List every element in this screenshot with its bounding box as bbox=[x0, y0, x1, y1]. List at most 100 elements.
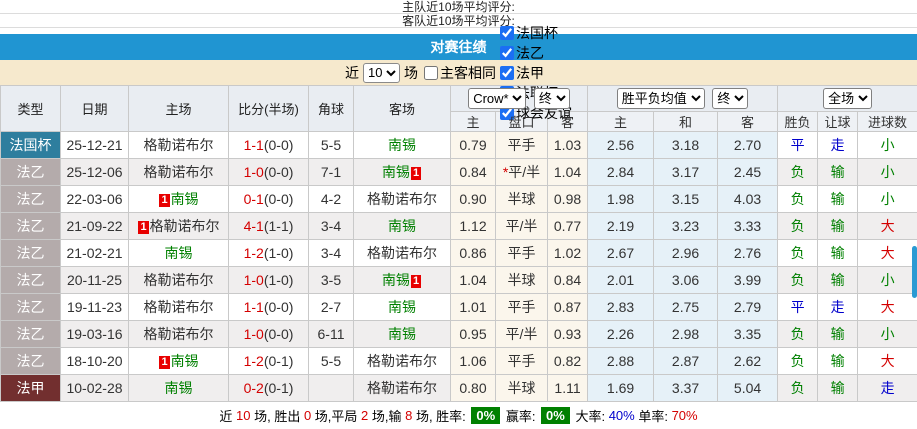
avg-away-cell: 2.76 bbox=[718, 240, 778, 267]
handicap-cell: *平/半 bbox=[496, 159, 548, 186]
table-row: 法国杯 25-12-21 格勒诺布尔 1-1(0-0) 5-5 南锡 0.79 … bbox=[1, 132, 917, 159]
avg-home-cell: 2.56 bbox=[588, 132, 654, 159]
league-cell: 法乙 bbox=[1, 186, 61, 213]
goals-result-cell: 大 bbox=[858, 213, 917, 240]
score-cell: 1-0(1-0) bbox=[229, 267, 309, 294]
home-team-name: 格勒诺布尔 bbox=[144, 137, 214, 153]
score-cell: 1-0(0-0) bbox=[229, 159, 309, 186]
home-team-cell: 格勒诺布尔 bbox=[129, 321, 229, 348]
date-cell: 19-11-23 bbox=[61, 294, 129, 321]
halftime-score: (0-0) bbox=[264, 137, 294, 153]
league-filter-option[interactable]: 法国杯 bbox=[500, 23, 572, 43]
odds-home-cell: 1.06 bbox=[451, 348, 496, 375]
home-rating-row: 主队近10场平均评分: bbox=[0, 0, 917, 14]
handicap-cell: 平手 bbox=[496, 348, 548, 375]
same-venue-option[interactable]: 主客相同 bbox=[424, 63, 496, 83]
halftime-score: (0-0) bbox=[264, 326, 294, 342]
odds-home-cell: 0.79 bbox=[451, 132, 496, 159]
league-checkbox[interactable] bbox=[500, 66, 514, 80]
odds-away-cell: 0.93 bbox=[548, 321, 588, 348]
handicap-cell: 平/半 bbox=[496, 321, 548, 348]
result-cell: 负 bbox=[778, 159, 818, 186]
over-rate-value: 40% bbox=[609, 408, 635, 423]
odds-home-cell: 0.80 bbox=[451, 375, 496, 402]
handicap-result-cell: 走 bbox=[818, 132, 858, 159]
halftime-score: (1-0) bbox=[264, 272, 294, 288]
home-team-cell: 格勒诺布尔 bbox=[129, 132, 229, 159]
league-cell: 法乙 bbox=[1, 321, 61, 348]
matches-label: 场 bbox=[404, 63, 418, 83]
goals-result-cell: 小 bbox=[858, 132, 917, 159]
halftime-score: (0-1) bbox=[264, 380, 294, 396]
fullmatch-select[interactable]: 全场 bbox=[823, 88, 872, 109]
goals-result-cell: 小 bbox=[858, 159, 917, 186]
result-cell: 负 bbox=[778, 348, 818, 375]
corners-cell: 4-2 bbox=[309, 186, 354, 213]
fulltime-score: 1-2 bbox=[244, 353, 264, 369]
scrollbar-thumb[interactable] bbox=[912, 246, 917, 298]
away-team-name: 南锡 bbox=[388, 299, 416, 315]
avg-draw-cell: 2.75 bbox=[654, 294, 718, 321]
avg-home-cell: 2.01 bbox=[588, 267, 654, 294]
league-filter-option[interactable]: 法乙 bbox=[500, 43, 572, 63]
odds-stage-select[interactable]: 终 bbox=[534, 88, 570, 109]
col-header-date: 日期 bbox=[61, 86, 129, 132]
score-cell: 1-0(0-0) bbox=[229, 321, 309, 348]
handicap-result-cell: 输 bbox=[818, 375, 858, 402]
halftime-score: (1-0) bbox=[264, 245, 294, 261]
handicap-value: 半球 bbox=[508, 272, 536, 288]
handicap-result-cell: 输 bbox=[818, 213, 858, 240]
sub-header-odds-home: 主 bbox=[451, 112, 496, 132]
league-filter-option[interactable]: 法甲 bbox=[500, 63, 572, 83]
table-row: 法乙 19-11-23 格勒诺布尔 1-1(0-0) 2-7 南锡 1.01 平… bbox=[1, 294, 917, 321]
avg-home-cell: 2.26 bbox=[588, 321, 654, 348]
home-red-badge: 1 bbox=[159, 356, 169, 369]
date-cell: 18-10-20 bbox=[61, 348, 129, 375]
avg-draw-cell: 2.96 bbox=[654, 240, 718, 267]
same-venue-checkbox[interactable] bbox=[424, 66, 438, 80]
sub-header-avg-away: 客 bbox=[718, 112, 778, 132]
handicap-value: 平手 bbox=[508, 245, 536, 261]
home-team-name: 南锡 bbox=[165, 245, 193, 261]
away-team-name: 南锡 bbox=[388, 326, 416, 342]
match-count-select[interactable]: 10 bbox=[363, 63, 400, 83]
corners-cell: 3-5 bbox=[309, 267, 354, 294]
win-rate-badge: 0% bbox=[471, 407, 500, 424]
profit-rate-badge: 0% bbox=[541, 407, 570, 424]
away-team-name: 南锡 bbox=[382, 272, 410, 288]
league-cell: 法甲 bbox=[1, 375, 61, 402]
summary-wins: 0 bbox=[304, 408, 311, 423]
summary-bar: 近 10 场, 胜出 0 场,平局 2 场,输 8 场, 胜率: 0% 赢率: … bbox=[0, 402, 917, 429]
odds-home-cell: 1.04 bbox=[451, 267, 496, 294]
fulltime-score: 0-1 bbox=[244, 191, 264, 207]
halftime-score: (0-0) bbox=[264, 299, 294, 315]
goals-result-cell: 大 bbox=[858, 240, 917, 267]
handicap-cell: 平/半 bbox=[496, 213, 548, 240]
league-checkbox[interactable] bbox=[500, 26, 514, 40]
avg-draw-cell: 2.87 bbox=[654, 348, 718, 375]
league-checkbox-label: 法国杯 bbox=[516, 23, 558, 43]
score-cell: 0-1(0-0) bbox=[229, 186, 309, 213]
odds-company-select[interactable]: Crow* bbox=[468, 88, 526, 109]
handicap-value: 平手 bbox=[508, 137, 536, 153]
corners-cell: 2-7 bbox=[309, 294, 354, 321]
avg-home-cell: 2.88 bbox=[588, 348, 654, 375]
odds-away-cell: 1.11 bbox=[548, 375, 588, 402]
avg-away-cell: 2.79 bbox=[718, 294, 778, 321]
result-cell: 负 bbox=[778, 213, 818, 240]
result-cell: 负 bbox=[778, 186, 818, 213]
wdl-stage-select[interactable]: 终 bbox=[712, 88, 748, 109]
handicap-cell: 半球 bbox=[496, 186, 548, 213]
summary-draws: 2 bbox=[361, 408, 368, 423]
home-team-cell: 格勒诺布尔 bbox=[129, 159, 229, 186]
wdl-avg-select[interactable]: 胜平负均值 bbox=[617, 88, 705, 109]
fulltime-score: 1-0 bbox=[244, 272, 264, 288]
near-label: 近 bbox=[345, 63, 359, 83]
away-rating-row: 客队近10场平均评分: bbox=[0, 14, 917, 28]
fulltime-score: 1-1 bbox=[244, 299, 264, 315]
odds-home-cell: 0.86 bbox=[451, 240, 496, 267]
league-checkbox[interactable] bbox=[500, 46, 514, 60]
